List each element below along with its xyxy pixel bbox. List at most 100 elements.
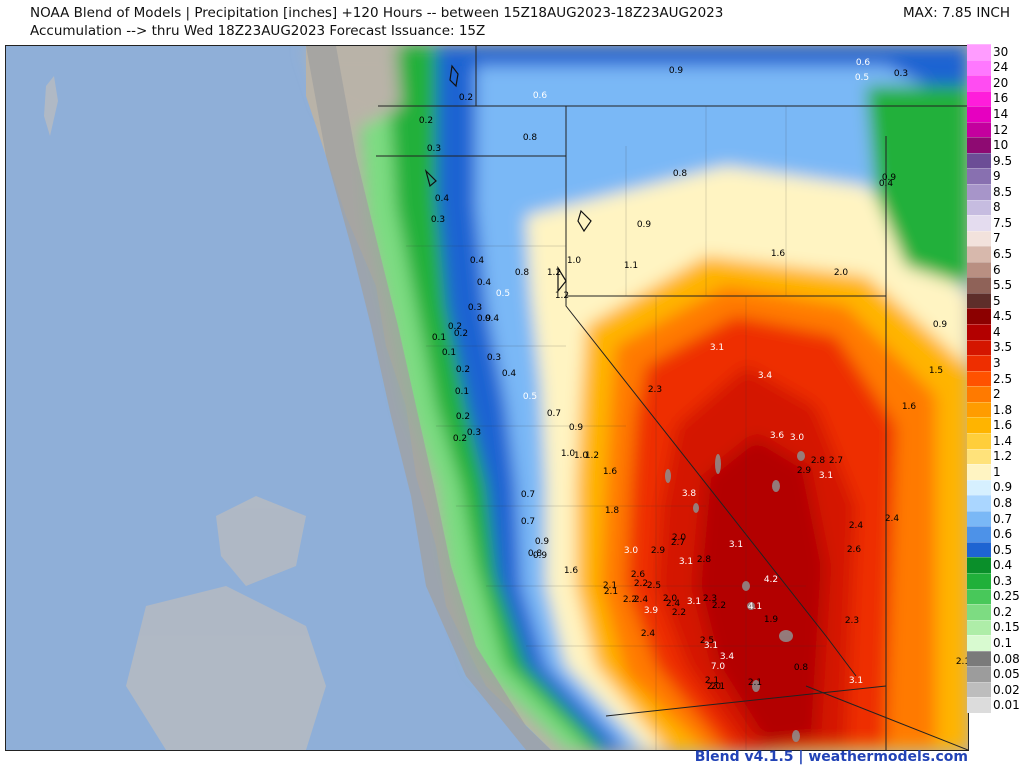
legend-label: 9 bbox=[993, 169, 1001, 184]
precip-value-label: 0.3 bbox=[430, 215, 446, 225]
county-lines bbox=[406, 106, 826, 750]
legend-label: 3 bbox=[993, 355, 1001, 370]
legend-label: 0.5 bbox=[993, 542, 1013, 557]
precip-value-label: 2.0 bbox=[671, 533, 687, 543]
value-labels: 0.9 0.6 0.5 0.3 0.2 0.6 0.2 0.8 0.3 0.8 0.9 0.4 0.4 0… bbox=[6, 46, 968, 750]
precip-value-label: 0.9 bbox=[568, 423, 584, 433]
legend-swatch bbox=[967, 168, 991, 185]
precip-value-label: 3.4 bbox=[719, 652, 735, 662]
legend-swatch bbox=[967, 308, 991, 325]
legend-swatch bbox=[967, 199, 991, 216]
precip-value-label: 0.3 bbox=[486, 353, 502, 363]
precip-value-label: 2.8 bbox=[810, 456, 826, 466]
precip-value-label: 4.2 bbox=[763, 575, 779, 585]
precip-value-label: 0.9 bbox=[668, 66, 684, 76]
coast-band bbox=[306, 46, 551, 750]
precip-value-label: 0.8 bbox=[793, 663, 809, 673]
legend-swatch bbox=[967, 666, 991, 683]
legend-label: 30 bbox=[993, 44, 1009, 59]
precip-value-label: 0.4 bbox=[484, 314, 500, 324]
legend-swatch bbox=[967, 370, 991, 387]
precip-value-label: 3.4 bbox=[757, 371, 773, 381]
precip-value-label: 3.1 bbox=[686, 597, 702, 607]
legend-label: 1.4 bbox=[993, 433, 1013, 448]
precip-value-label: 0.4 bbox=[476, 278, 492, 288]
map-title: NOAA Blend of Models | Precipitation [in… bbox=[30, 5, 724, 21]
precip-value-label: 2.3 bbox=[844, 616, 860, 626]
precip-value-label: 0.1 bbox=[431, 333, 447, 343]
legend-label: 10 bbox=[993, 138, 1009, 153]
legend-label: 0.4 bbox=[993, 558, 1013, 573]
legend-label: 2 bbox=[993, 387, 1001, 402]
precip-value-label: 2.2 bbox=[711, 601, 727, 611]
precip-value-label: 0.8 bbox=[672, 169, 688, 179]
precip-value-label: 1.6 bbox=[770, 249, 786, 259]
credit-text: Blend v4.1.5 | weathermodels.com bbox=[694, 749, 968, 765]
precip-legend bbox=[967, 44, 991, 714]
legend-label: 6 bbox=[993, 262, 1001, 277]
precip-value-label: 2.5 bbox=[699, 636, 715, 646]
precip-value-label: 0.9 bbox=[534, 537, 550, 547]
precip-value-label: 0.6 bbox=[855, 58, 871, 68]
legend-label: 0.01 bbox=[993, 698, 1020, 713]
precip-value-label: 2.5 bbox=[646, 581, 662, 591]
legend-label: 24 bbox=[993, 60, 1009, 75]
legend-swatch bbox=[967, 90, 991, 107]
precip-value-label: 2.9 bbox=[796, 466, 812, 476]
precip-value-label: 0.1 bbox=[454, 387, 470, 397]
precip-value-label: 0.3 bbox=[466, 428, 482, 438]
legend-swatch bbox=[967, 246, 991, 263]
legend-label: 1.8 bbox=[993, 402, 1013, 417]
precip-value-label: 2.7 bbox=[670, 538, 686, 548]
precip-value-label: 0.4 bbox=[878, 179, 894, 189]
ocean-islands bbox=[44, 76, 326, 750]
precip-value-label: 2.6 bbox=[846, 545, 862, 555]
legend-swatch bbox=[967, 75, 991, 92]
legend-label: 0.3 bbox=[993, 573, 1013, 588]
legend-label: 7 bbox=[993, 231, 1001, 246]
precip-value-label: 0.9 bbox=[636, 220, 652, 230]
legend-swatch bbox=[967, 557, 991, 574]
legend-swatch bbox=[967, 386, 991, 403]
precip-value-label: 2.0 bbox=[662, 594, 678, 604]
precip-value-label: 0.9 bbox=[881, 173, 897, 183]
lakes bbox=[424, 64, 592, 293]
precip-value-label: 2.4 bbox=[640, 629, 656, 639]
precip-value-label: 2.1 bbox=[710, 682, 726, 692]
legend-swatch bbox=[967, 355, 991, 372]
precip-value-label: 3.6 bbox=[769, 431, 785, 441]
legend-swatch bbox=[967, 137, 991, 154]
legend-swatch bbox=[967, 215, 991, 232]
precip-value-label: 2.0 bbox=[833, 268, 849, 278]
legend-label: 0.25 bbox=[993, 589, 1020, 604]
legend-swatch bbox=[967, 588, 991, 605]
legend-swatch bbox=[967, 541, 991, 558]
precip-value-label: 2.8 bbox=[696, 555, 712, 565]
precip-value-label: 3.9 bbox=[643, 606, 659, 616]
precip-value-label: 0.8 bbox=[527, 549, 543, 559]
precip-value-label: 1.0 bbox=[573, 451, 589, 461]
precip-value-label: 2.1 bbox=[955, 657, 969, 667]
legend-swatch bbox=[967, 324, 991, 341]
precip-value-label: 2.6 bbox=[630, 570, 646, 580]
precip-value-label: 3.1 bbox=[678, 557, 694, 567]
precip-value-label: 3.1 bbox=[728, 540, 744, 550]
precip-value-label: 2.4 bbox=[884, 514, 900, 524]
legend-label: 20 bbox=[993, 75, 1009, 90]
precip-value-label: 3.1 bbox=[703, 641, 719, 651]
legend-swatch bbox=[967, 121, 991, 138]
legend-label: 1.2 bbox=[993, 449, 1013, 464]
precip-value-label: 3.1 bbox=[709, 343, 725, 353]
precip-value-label: 3.0 bbox=[789, 433, 805, 443]
legend-label: 4 bbox=[993, 324, 1001, 339]
precip-value-label: 7.0 bbox=[710, 662, 726, 672]
legend-swatch bbox=[967, 635, 991, 652]
precip-value-label: 2.1 bbox=[603, 587, 619, 597]
precip-value-label: 0.2 bbox=[447, 322, 463, 332]
precip-value-label: 0.2 bbox=[452, 434, 468, 444]
precip-value-label: 1.9 bbox=[763, 615, 779, 625]
precip-value-label: 3.1 bbox=[818, 471, 834, 481]
legend-label: 12 bbox=[993, 122, 1009, 137]
legend-swatch bbox=[967, 448, 991, 465]
legend-swatch bbox=[967, 292, 991, 309]
